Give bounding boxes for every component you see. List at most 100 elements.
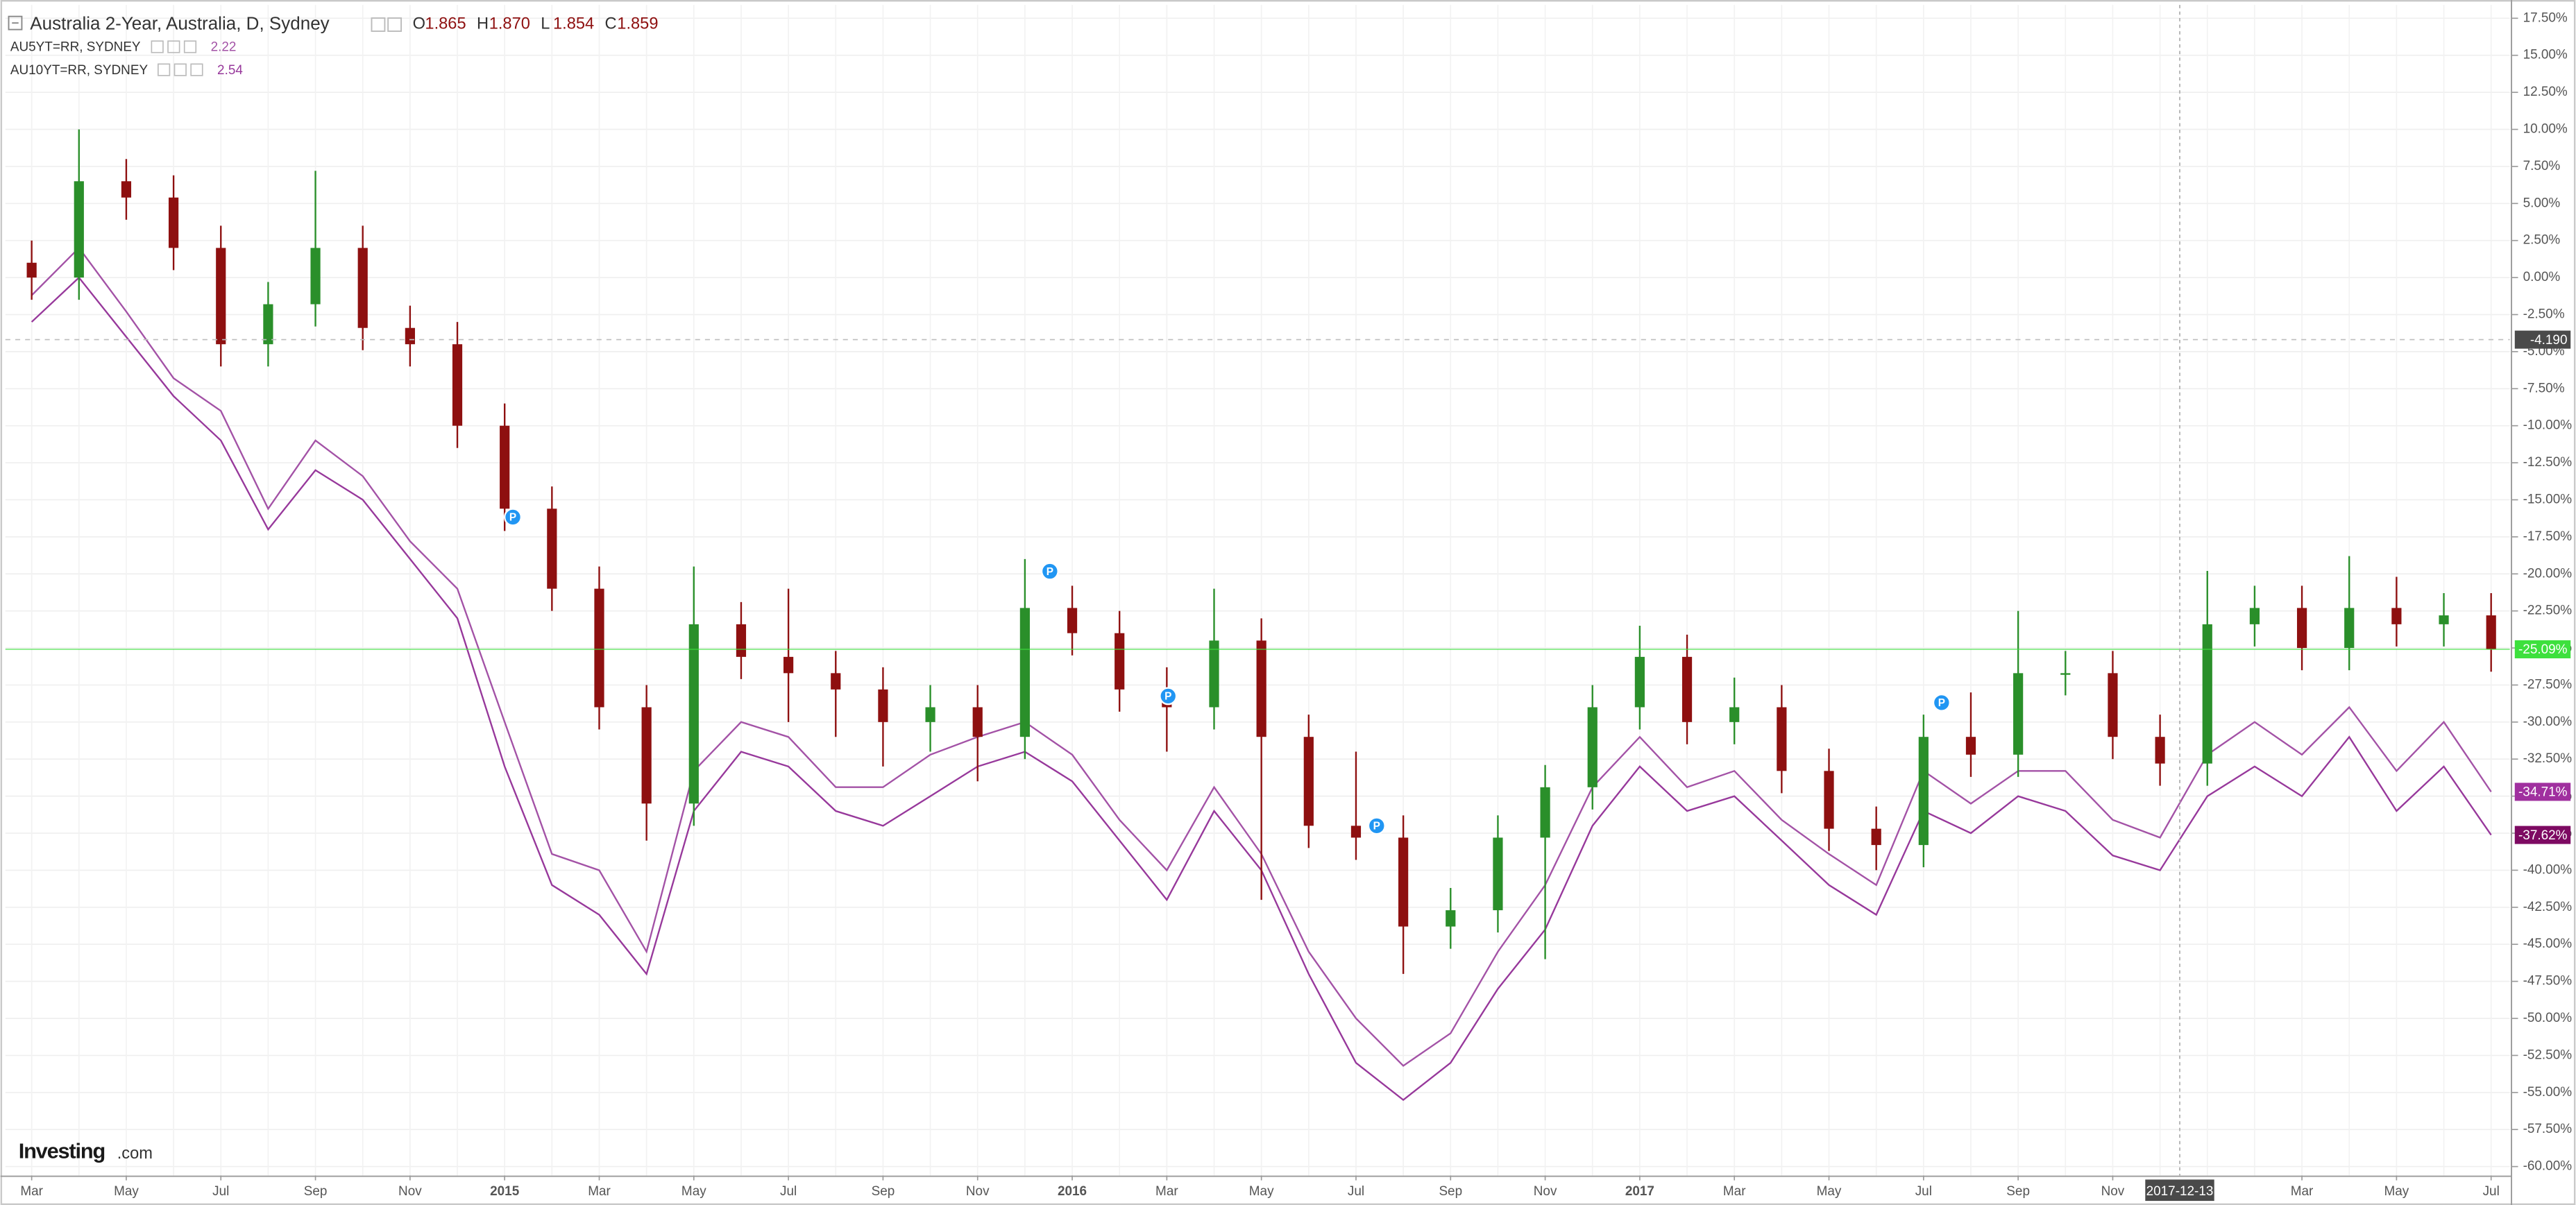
candle-body: [1540, 787, 1550, 838]
event-marker-label: P: [1164, 691, 1171, 703]
legend-icon: [183, 40, 197, 53]
candle-body: [1587, 707, 1598, 787]
legend-value: 2.22: [211, 40, 237, 55]
candle-body: [2155, 737, 2165, 764]
header-values: O 1.865 H 1.870 L 1.854 C 1.859: [371, 15, 658, 33]
brand-suffix: .com: [117, 1145, 153, 1163]
x-tick-label: May: [1817, 1184, 1842, 1199]
candle-body: [2486, 615, 2496, 649]
legend-icon: [173, 63, 187, 76]
candle-body: [2296, 608, 2307, 649]
x-tick-label: Nov: [2101, 1184, 2125, 1199]
candle-body: [1493, 837, 1503, 911]
candle-body: [1777, 707, 1787, 771]
candle-body: [1067, 608, 1078, 633]
y-tick-label: -47.50%: [2523, 974, 2573, 989]
legend-icon: [190, 63, 203, 76]
candle-body: [594, 588, 604, 708]
y-tick-label: -30.00%: [2523, 715, 2573, 729]
ohlc-key: H: [477, 15, 489, 33]
header-icon: [387, 17, 402, 32]
legend: AU5YT=RR, SYDNEY 2.22 AU10YT=RR, SYDNEY 2.5…: [10, 40, 243, 78]
x-tick-label: May: [2384, 1184, 2409, 1199]
candle-body: [1019, 608, 1030, 737]
x-tick-label: Jul: [1915, 1184, 1932, 1199]
x-tick-label: Sep: [872, 1184, 895, 1199]
x-tick-label: Sep: [2006, 1184, 2030, 1199]
ohlc-key: C: [605, 15, 617, 33]
y-tick-label: -17.50%: [2523, 529, 2573, 544]
x-tick-label: Jul: [1348, 1184, 1364, 1199]
x-tick-label: Nov: [1534, 1184, 1557, 1199]
candle-body: [1965, 737, 1976, 755]
ohlc-key: L: [541, 15, 550, 33]
price-tag-box: [2514, 826, 2571, 844]
candle-body: [641, 707, 652, 804]
x-tick-label: Mar: [2291, 1184, 2314, 1199]
collapse-icon[interactable]: [8, 15, 23, 31]
y-tick-label: -12.50%: [2523, 455, 2573, 470]
candle-body: [1398, 837, 1409, 927]
candle-body: [925, 707, 935, 722]
event-marker-label: P: [509, 512, 516, 524]
y-tick-label: -55.00%: [2523, 1085, 2573, 1100]
event-marker: [1159, 687, 1178, 706]
y-tick-label: -60.00%: [2523, 1159, 2573, 1174]
candle-body: [1918, 737, 1929, 846]
x-tick-label: Mar: [1723, 1184, 1746, 1199]
candle-body: [310, 248, 321, 305]
y-tick-label: 15.00%: [2523, 48, 2568, 62]
brand-name: Investing: [19, 1138, 105, 1163]
chart-title: Australia 2-Year, Australia, D, Sydney: [30, 12, 329, 33]
y-tick-label: -57.50%: [2523, 1122, 2573, 1136]
event-marker: [1367, 817, 1386, 835]
y-tick-label: -45.00%: [2523, 937, 2573, 951]
price-tag-label: -37.62%: [2518, 828, 2568, 843]
y-tick-label: -10.00%: [2523, 418, 2573, 433]
candle-body: [2249, 608, 2260, 624]
axes: 17.50% 15.00% 12.50% 10.00% 7.50% 5.00% 2.50% 0…: [20, 10, 2573, 1202]
x-tick-label: Jul: [212, 1184, 229, 1199]
legend-icon: [167, 40, 180, 53]
candle-body: [121, 181, 132, 198]
candle-body: [2202, 624, 2212, 764]
y-tick-label: 7.50%: [2523, 159, 2561, 173]
grid: [5, 5, 2510, 1176]
y-tick-label: -42.50%: [2523, 900, 2573, 914]
candle-body: [1871, 828, 1881, 846]
candle-body: [547, 509, 557, 589]
x-tick-label: Jul: [2483, 1184, 2500, 1199]
candle-body: [1209, 640, 1219, 708]
y-tick-label: 5.00%: [2523, 196, 2561, 210]
y-tick-label: -40.00%: [2523, 862, 2573, 877]
legend-icon: [158, 63, 171, 76]
price-tag-label: -4.190: [2530, 333, 2568, 348]
y-tick-label: -20.00%: [2523, 566, 2573, 581]
legend-icon: [151, 40, 164, 53]
price-tag-label: -34.71%: [2518, 785, 2568, 800]
y-tick-label: -22.50%: [2523, 604, 2573, 618]
ohlc-key: O: [413, 15, 425, 33]
x-tick-label: Nov: [966, 1184, 990, 1199]
ohlc-value: 1.865: [425, 15, 466, 33]
y-tick-label: -32.50%: [2523, 751, 2573, 766]
price-tag-box: [2514, 640, 2571, 658]
x-tick-label: Mar: [1155, 1184, 1178, 1199]
candle-body: [216, 248, 226, 345]
legend-value: 2.54: [217, 63, 243, 78]
x-tick-label: May: [114, 1184, 139, 1199]
candle-body: [2344, 608, 2355, 649]
candle-layer: [26, 129, 2496, 974]
y-tick-label: 10.00%: [2523, 122, 2568, 137]
event-marker: [1932, 693, 1951, 712]
x-tick-label: 2017: [1625, 1184, 1654, 1199]
candle-body: [972, 707, 983, 737]
event-marker-label: P: [1373, 821, 1380, 832]
candle-body: [1681, 656, 1693, 722]
candle-body: [452, 344, 463, 426]
candle-body: [1115, 633, 1125, 690]
x-tick-label: Mar: [588, 1184, 611, 1199]
candle-body: [2439, 615, 2449, 624]
x-tick-label: Sep: [304, 1184, 328, 1199]
event-marker-label: P: [1938, 697, 1945, 709]
